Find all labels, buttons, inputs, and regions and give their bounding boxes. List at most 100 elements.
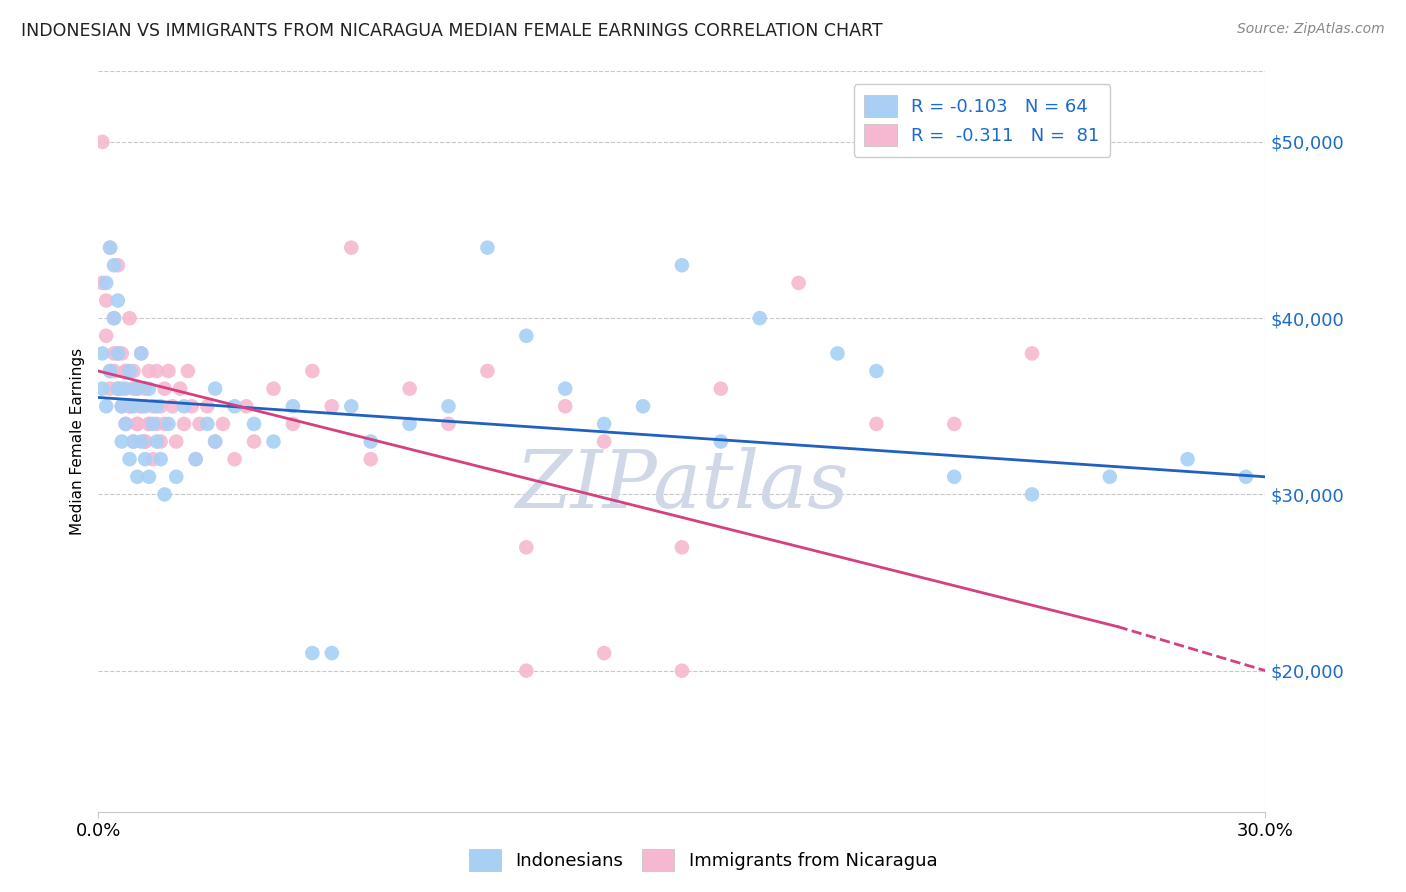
Text: ZIPatlas: ZIPatlas (515, 447, 849, 524)
Point (127, 382, 149, 396)
Point (554, 382, 576, 396)
Point (122, 399, 145, 413)
Point (360, 434, 382, 449)
Point (212, 417, 235, 431)
Text: INDONESIAN VS IMMIGRANTS FROM NICARAGUA MEDIAN FEMALE EARNINGS CORRELATION CHART: INDONESIAN VS IMMIGRANTS FROM NICARAGUA … (21, 22, 883, 40)
Point (129, 346, 152, 360)
Point (107, 293, 129, 308)
Point (91, 135, 114, 149)
Point (91, 346, 114, 360)
Point (129, 399, 152, 413)
Point (98, 241, 121, 255)
Point (103, 346, 125, 360)
Point (118, 399, 141, 413)
Point (114, 364, 136, 378)
Point (169, 382, 191, 396)
Point (122, 382, 145, 396)
Point (146, 364, 169, 378)
Point (129, 434, 152, 449)
Point (96, 328, 118, 343)
Point (710, 434, 733, 449)
Point (111, 382, 134, 396)
Point (398, 417, 420, 431)
Point (477, 241, 499, 255)
Point (134, 452, 156, 467)
Point (134, 399, 156, 413)
Point (107, 346, 129, 360)
Point (195, 399, 218, 413)
Point (180, 399, 202, 413)
Point (243, 434, 266, 449)
Point (360, 452, 382, 467)
Point (153, 417, 176, 431)
Point (122, 434, 145, 449)
Point (111, 399, 134, 413)
Point (631, 399, 654, 413)
Point (235, 399, 257, 413)
Point (748, 311, 770, 326)
Point (1234, 470, 1257, 484)
Point (146, 399, 169, 413)
Point (865, 364, 887, 378)
Point (149, 452, 172, 467)
Point (122, 364, 145, 378)
Point (91, 382, 114, 396)
Point (142, 399, 165, 413)
Point (184, 452, 207, 467)
Point (173, 399, 195, 413)
Point (103, 364, 125, 378)
Point (98, 241, 121, 255)
Point (91, 276, 114, 290)
Point (111, 346, 134, 360)
Point (943, 417, 966, 431)
Point (301, 646, 323, 660)
Point (243, 417, 266, 431)
Point (827, 346, 849, 360)
Point (118, 364, 141, 378)
Point (943, 470, 966, 484)
Point (593, 417, 616, 431)
Point (281, 399, 304, 413)
Point (138, 470, 160, 484)
Point (1021, 487, 1043, 501)
Point (204, 434, 226, 449)
Point (118, 452, 141, 467)
Point (153, 382, 176, 396)
Point (127, 470, 149, 484)
Point (114, 382, 136, 396)
Point (114, 417, 136, 431)
Point (111, 434, 134, 449)
Legend: Indonesians, Immigrants from Nicaragua: Indonesians, Immigrants from Nicaragua (461, 842, 945, 879)
Point (134, 434, 156, 449)
Text: Source: ZipAtlas.com: Source: ZipAtlas.com (1237, 22, 1385, 37)
Point (515, 328, 537, 343)
Point (224, 399, 246, 413)
Point (138, 364, 160, 378)
Point (224, 452, 246, 467)
Point (96, 276, 118, 290)
Point (340, 241, 363, 255)
Point (165, 434, 187, 449)
Point (96, 293, 118, 308)
Point (98, 382, 121, 396)
Point (149, 434, 172, 449)
Point (195, 417, 218, 431)
Point (129, 346, 152, 360)
Point (129, 399, 152, 413)
Point (204, 434, 226, 449)
Point (122, 434, 145, 449)
Y-axis label: Median Female Earnings: Median Female Earnings (70, 348, 86, 535)
Point (437, 399, 460, 413)
Point (142, 417, 165, 431)
Point (134, 434, 156, 449)
Point (671, 541, 693, 555)
Point (157, 364, 180, 378)
Point (1098, 470, 1121, 484)
Point (98, 364, 121, 378)
Legend: R = -0.103   N = 64, R =  -0.311   N =  81: R = -0.103 N = 64, R = -0.311 N = 81 (853, 84, 1111, 157)
Point (127, 417, 149, 431)
Point (165, 470, 187, 484)
Point (301, 364, 323, 378)
Point (146, 417, 169, 431)
Point (437, 417, 460, 431)
